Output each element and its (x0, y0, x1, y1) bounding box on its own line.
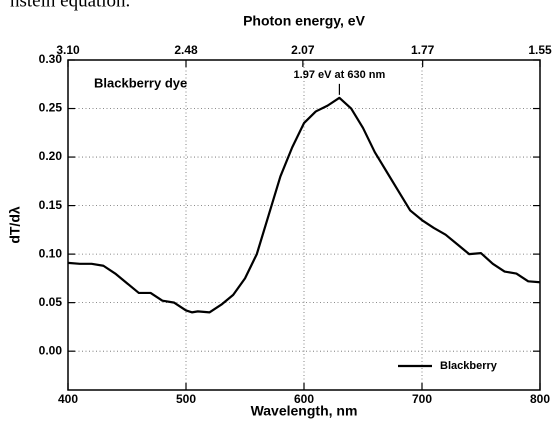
x-tick-label: 700 (412, 392, 432, 406)
data-line (67, 96, 541, 314)
y-tick-label: 0.10 (39, 246, 63, 260)
y-tick-label: 0.25 (39, 101, 63, 115)
x2-tick-label: 2.07 (291, 43, 315, 57)
y-tick-label: 0.20 (39, 149, 63, 163)
x-tick-label: 500 (176, 392, 196, 406)
x2-tick-label: 3.10 (56, 43, 80, 57)
y-tick-label: 0.00 (39, 343, 63, 357)
plot-frame (67, 59, 541, 391)
x-tick-label: 800 (530, 392, 550, 406)
annotation: 1.97 eV at 630 nm (294, 69, 386, 81)
legend-label: Blackberry (440, 360, 498, 372)
x-tick-label: 600 (294, 392, 314, 406)
y-tick-label: 0.15 (39, 198, 63, 212)
x-axis-label: Wavelength, nm (251, 403, 358, 419)
y-axis-label: dT/dλ (7, 206, 23, 244)
text-fragment: nstein equation. (10, 0, 130, 11)
x2-tick-label: 1.55 (528, 43, 552, 57)
y-tick-label: 0.30 (39, 52, 63, 66)
chart-title: Blackberry dye (94, 75, 187, 90)
x2-axis-label: Photon energy, eV (243, 13, 366, 29)
y-tick-label: 0.05 (39, 295, 63, 309)
x2-tick-label: 2.48 (174, 43, 198, 57)
x2-tick-label: 1.77 (411, 43, 435, 57)
x-tick-label: 400 (58, 392, 78, 406)
